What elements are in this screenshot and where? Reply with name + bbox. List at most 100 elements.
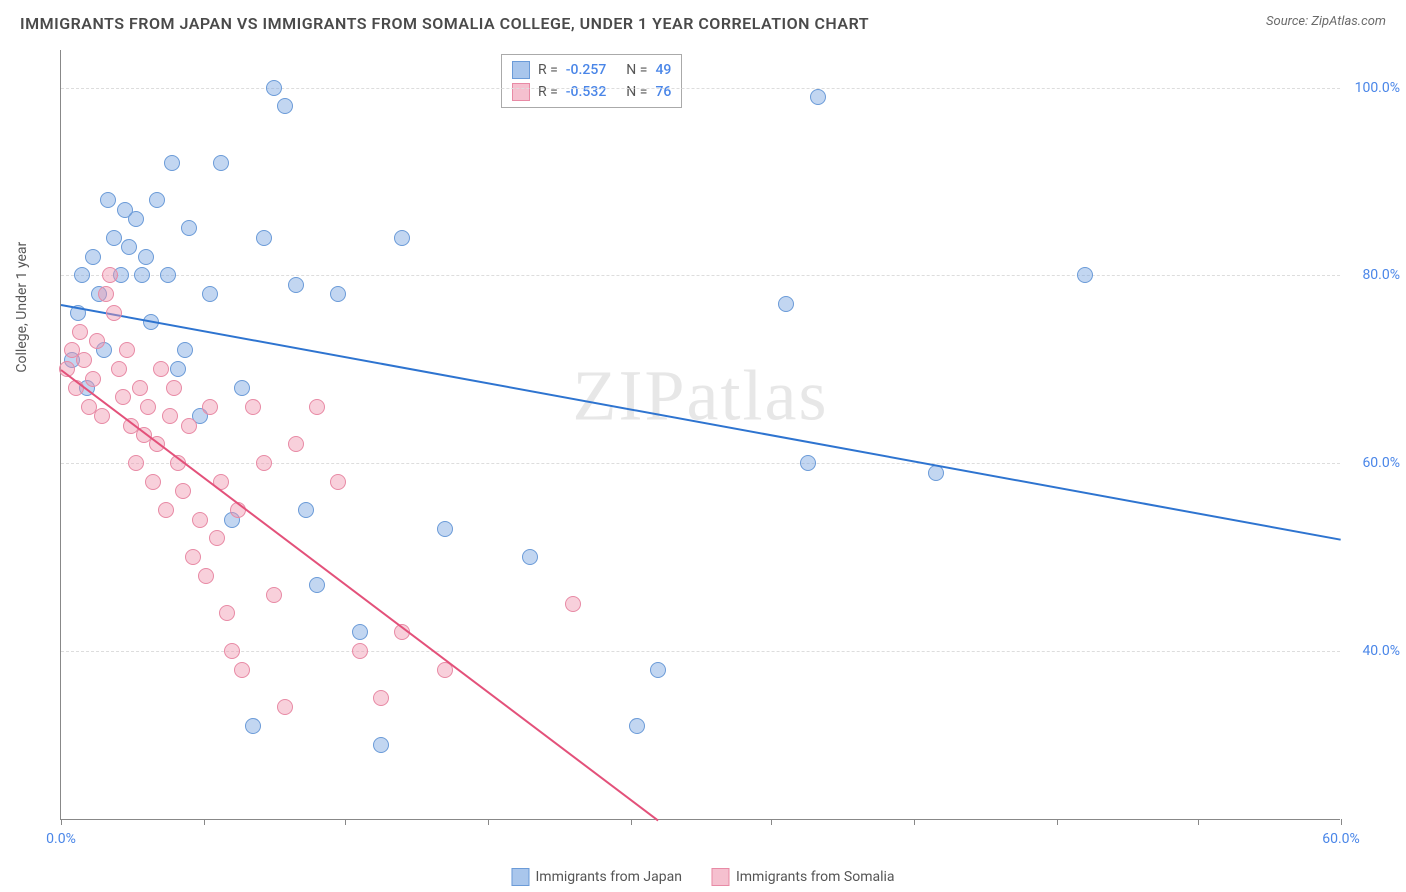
scatter-point bbox=[102, 267, 118, 283]
x-tick bbox=[488, 819, 489, 825]
scatter-point bbox=[245, 718, 261, 734]
scatter-point bbox=[138, 249, 154, 265]
scatter-point bbox=[213, 155, 229, 171]
legend-swatch bbox=[712, 868, 730, 886]
scatter-point bbox=[145, 474, 161, 490]
scatter-point bbox=[330, 474, 346, 490]
scatter-point bbox=[234, 662, 250, 678]
scatter-point bbox=[140, 399, 156, 415]
scatter-point bbox=[629, 718, 645, 734]
scatter-point bbox=[160, 267, 176, 283]
scatter-point bbox=[85, 371, 101, 387]
scatter-point bbox=[352, 643, 368, 659]
scatter-point bbox=[181, 220, 197, 236]
scatter-point bbox=[153, 361, 169, 377]
scatter-point bbox=[266, 587, 282, 603]
stats-legend-box: R = -0.257N = 49R = -0.532N = 76 bbox=[501, 54, 682, 108]
y-tick-label: 40.0% bbox=[1345, 643, 1400, 659]
scatter-point bbox=[85, 249, 101, 265]
x-tick bbox=[204, 819, 205, 825]
scatter-point bbox=[565, 596, 581, 612]
scatter-point bbox=[245, 399, 261, 415]
x-tick bbox=[631, 819, 632, 825]
scatter-point bbox=[74, 267, 90, 283]
legend-label: Immigrants from Somalia bbox=[736, 869, 895, 885]
regression-line bbox=[61, 304, 1341, 541]
x-tick bbox=[61, 819, 62, 825]
scatter-point bbox=[106, 305, 122, 321]
x-tick bbox=[1057, 819, 1058, 825]
scatter-point bbox=[119, 342, 135, 358]
scatter-point bbox=[177, 342, 193, 358]
y-tick-label: 100.0% bbox=[1345, 80, 1400, 96]
scatter-point bbox=[352, 624, 368, 640]
gridline bbox=[61, 88, 1340, 89]
plot-area: ZIPatlas R = -0.257N = 49R = -0.532N = 7… bbox=[60, 50, 1340, 820]
scatter-point bbox=[309, 577, 325, 593]
scatter-point bbox=[134, 267, 150, 283]
scatter-point bbox=[106, 230, 122, 246]
scatter-point bbox=[175, 483, 191, 499]
scatter-point bbox=[650, 662, 666, 678]
stats-n-value: 49 bbox=[655, 62, 671, 78]
scatter-point bbox=[128, 455, 144, 471]
scatter-point bbox=[98, 286, 114, 302]
gridline bbox=[61, 651, 1340, 652]
scatter-point bbox=[219, 605, 235, 621]
scatter-point bbox=[170, 361, 186, 377]
stats-row: R = -0.532N = 76 bbox=[512, 81, 671, 103]
scatter-point bbox=[185, 549, 201, 565]
scatter-point bbox=[256, 455, 272, 471]
scatter-point bbox=[72, 324, 88, 340]
y-tick-label: 60.0% bbox=[1345, 455, 1400, 471]
y-tick-label: 80.0% bbox=[1345, 267, 1400, 283]
scatter-point bbox=[149, 192, 165, 208]
scatter-point bbox=[89, 333, 105, 349]
scatter-point bbox=[100, 192, 116, 208]
scatter-point bbox=[111, 361, 127, 377]
x-tick bbox=[1198, 819, 1199, 825]
scatter-point bbox=[778, 296, 794, 312]
scatter-point bbox=[128, 211, 144, 227]
scatter-point bbox=[224, 643, 240, 659]
legend-swatch bbox=[511, 868, 529, 886]
scatter-point bbox=[164, 155, 180, 171]
watermark: ZIPatlas bbox=[573, 355, 829, 438]
stats-r-label: R = bbox=[538, 62, 558, 78]
legend-label: Immigrants from Japan bbox=[535, 869, 681, 885]
x-tick-label: 0.0% bbox=[46, 831, 76, 847]
scatter-point bbox=[115, 389, 131, 405]
scatter-point bbox=[373, 690, 389, 706]
scatter-point bbox=[437, 521, 453, 537]
stats-r-value: -0.532 bbox=[566, 84, 606, 100]
bottom-legend: Immigrants from Japan Immigrants from Som… bbox=[511, 868, 894, 886]
gridline bbox=[61, 463, 1340, 464]
scatter-point bbox=[1077, 267, 1093, 283]
scatter-point bbox=[522, 549, 538, 565]
y-axis-title: College, Under 1 year bbox=[14, 242, 30, 373]
stats-row: R = -0.257N = 49 bbox=[512, 59, 671, 81]
scatter-point bbox=[121, 239, 137, 255]
scatter-point bbox=[266, 80, 282, 96]
stats-r-value: -0.257 bbox=[566, 62, 606, 78]
scatter-point bbox=[309, 399, 325, 415]
source-attribution: Source: ZipAtlas.com bbox=[1266, 14, 1386, 29]
series-swatch bbox=[512, 61, 530, 79]
scatter-point bbox=[394, 230, 410, 246]
scatter-point bbox=[94, 408, 110, 424]
scatter-point bbox=[192, 512, 208, 528]
chart-title: IMMIGRANTS FROM JAPAN VS IMMIGRANTS FROM… bbox=[20, 14, 869, 33]
scatter-point bbox=[234, 380, 250, 396]
series-swatch bbox=[512, 83, 530, 101]
scatter-point bbox=[330, 286, 346, 302]
scatter-point bbox=[181, 418, 197, 434]
scatter-point bbox=[288, 277, 304, 293]
stats-n-value: 76 bbox=[655, 84, 671, 100]
scatter-point bbox=[277, 699, 293, 715]
scatter-point bbox=[810, 89, 826, 105]
scatter-point bbox=[209, 530, 225, 546]
scatter-point bbox=[158, 502, 174, 518]
stats-r-label: R = bbox=[538, 84, 558, 100]
legend-item: Immigrants from Somalia bbox=[712, 868, 895, 886]
x-tick bbox=[1341, 819, 1342, 825]
